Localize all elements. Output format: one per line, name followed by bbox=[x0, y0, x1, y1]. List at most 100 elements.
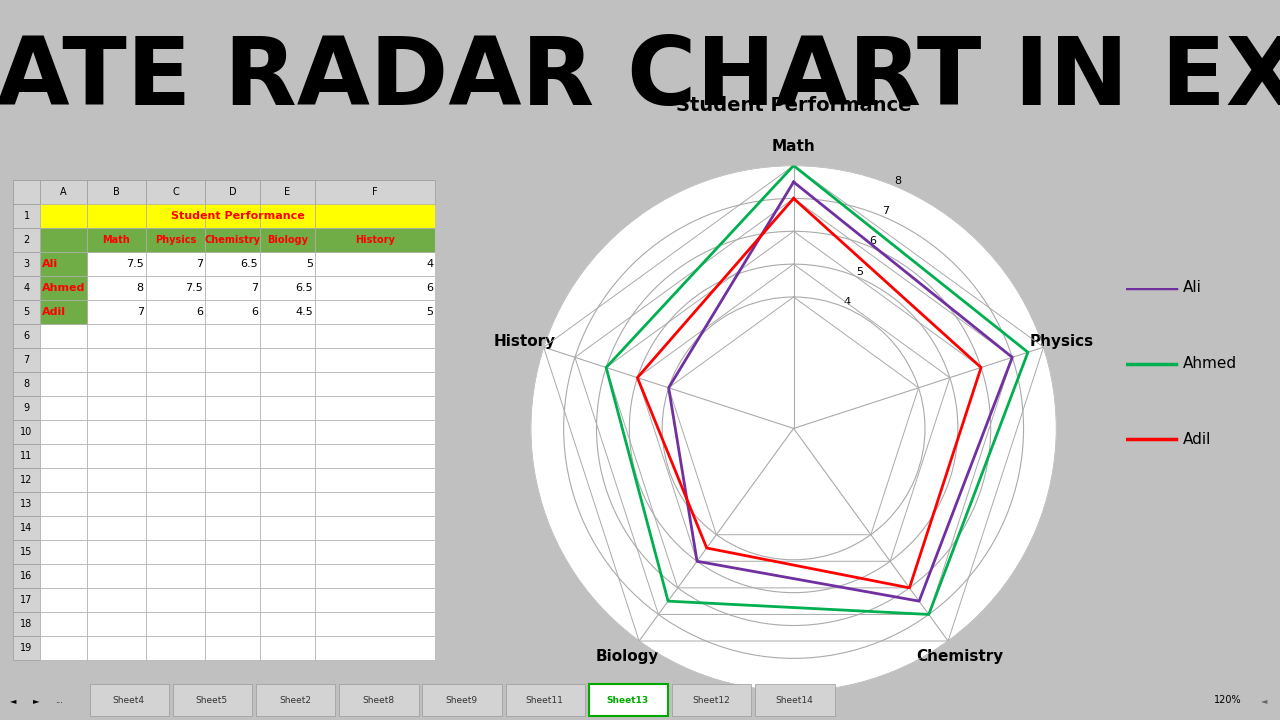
Text: 10: 10 bbox=[20, 427, 33, 437]
Bar bbox=[260, 564, 315, 588]
Text: A: A bbox=[60, 187, 67, 197]
Text: 6: 6 bbox=[23, 331, 29, 341]
Bar bbox=[205, 468, 260, 492]
Bar bbox=[40, 228, 87, 252]
Bar bbox=[87, 588, 146, 612]
Bar bbox=[87, 228, 146, 252]
Bar bbox=[205, 204, 260, 228]
Bar bbox=[205, 444, 260, 468]
Text: Adil: Adil bbox=[1183, 432, 1211, 446]
Bar bbox=[315, 468, 435, 492]
Bar bbox=[40, 204, 87, 228]
Bar bbox=[146, 204, 205, 228]
Text: 4: 4 bbox=[426, 259, 433, 269]
Text: Biology: Biology bbox=[266, 235, 308, 245]
Bar bbox=[146, 252, 205, 276]
Bar bbox=[40, 228, 87, 252]
Bar bbox=[205, 252, 260, 276]
Bar bbox=[315, 588, 435, 612]
Bar bbox=[13, 492, 40, 516]
Ali bbox=[786, 178, 801, 186]
Bar bbox=[205, 348, 260, 372]
Adil bbox=[973, 363, 988, 372]
Adil bbox=[902, 583, 918, 592]
Line: Adil: Adil bbox=[637, 199, 980, 588]
Bar bbox=[87, 636, 146, 660]
Text: D: D bbox=[229, 187, 237, 197]
Bar bbox=[146, 276, 205, 300]
Bar bbox=[315, 324, 435, 348]
Bar bbox=[260, 492, 315, 516]
Text: 13: 13 bbox=[20, 499, 33, 509]
Bar bbox=[260, 276, 315, 300]
Bar bbox=[315, 204, 435, 228]
Bar bbox=[205, 540, 260, 564]
Bar bbox=[315, 564, 435, 588]
Bar bbox=[260, 324, 315, 348]
Bar bbox=[87, 276, 146, 300]
Text: 15: 15 bbox=[20, 547, 33, 557]
Bar bbox=[87, 540, 146, 564]
Ali bbox=[660, 384, 676, 392]
Bar bbox=[40, 324, 87, 348]
Bar bbox=[315, 612, 435, 636]
Bar bbox=[87, 228, 146, 252]
Bar bbox=[87, 396, 146, 420]
Bar bbox=[173, 684, 252, 716]
Adil bbox=[786, 194, 801, 203]
Bar bbox=[13, 516, 40, 540]
Bar bbox=[146, 372, 205, 396]
Title: Student Performance: Student Performance bbox=[676, 96, 911, 115]
Ahmed bbox=[1020, 348, 1036, 356]
Bar bbox=[205, 612, 260, 636]
Bar bbox=[40, 420, 87, 444]
Bar bbox=[13, 468, 40, 492]
Bar bbox=[146, 228, 205, 252]
Bar bbox=[260, 204, 315, 228]
Bar bbox=[40, 396, 87, 420]
Bar bbox=[315, 372, 435, 396]
Text: 8: 8 bbox=[137, 283, 143, 293]
Bar bbox=[146, 612, 205, 636]
Bar bbox=[146, 348, 205, 372]
Text: Sheet12: Sheet12 bbox=[692, 696, 730, 705]
Bar bbox=[13, 540, 40, 564]
Bar bbox=[146, 396, 205, 420]
Bar bbox=[260, 444, 315, 468]
Text: 7: 7 bbox=[251, 283, 257, 293]
Bar bbox=[13, 324, 40, 348]
Bar bbox=[260, 540, 315, 564]
Bar bbox=[315, 396, 435, 420]
Bar bbox=[87, 372, 146, 396]
Ahmed bbox=[786, 161, 801, 170]
Text: 14: 14 bbox=[20, 523, 33, 533]
Bar bbox=[315, 636, 435, 660]
Text: 7: 7 bbox=[137, 307, 143, 317]
Bar bbox=[205, 588, 260, 612]
Adil bbox=[786, 194, 801, 203]
Bar bbox=[205, 228, 260, 252]
Bar bbox=[13, 372, 40, 396]
Bar bbox=[87, 492, 146, 516]
Bar bbox=[40, 276, 87, 300]
Bar bbox=[205, 564, 260, 588]
Bar bbox=[40, 636, 87, 660]
Bar bbox=[146, 228, 205, 252]
Text: 16: 16 bbox=[20, 571, 33, 581]
Text: Sheet8: Sheet8 bbox=[362, 696, 394, 705]
Bar bbox=[146, 468, 205, 492]
Bar bbox=[146, 324, 205, 348]
Text: 18: 18 bbox=[20, 619, 33, 629]
Bar bbox=[40, 252, 87, 276]
Bar bbox=[315, 444, 435, 468]
Text: Math: Math bbox=[102, 235, 131, 245]
Line: Ali: Ali bbox=[668, 182, 1012, 601]
Text: A: A bbox=[35, 187, 41, 197]
Bar bbox=[260, 420, 315, 444]
Bar bbox=[13, 564, 40, 588]
Bar bbox=[13, 588, 40, 612]
Text: D: D bbox=[236, 187, 243, 197]
Text: 5: 5 bbox=[426, 307, 433, 317]
Bar bbox=[13, 204, 40, 228]
Text: Adil: Adil bbox=[42, 307, 67, 317]
